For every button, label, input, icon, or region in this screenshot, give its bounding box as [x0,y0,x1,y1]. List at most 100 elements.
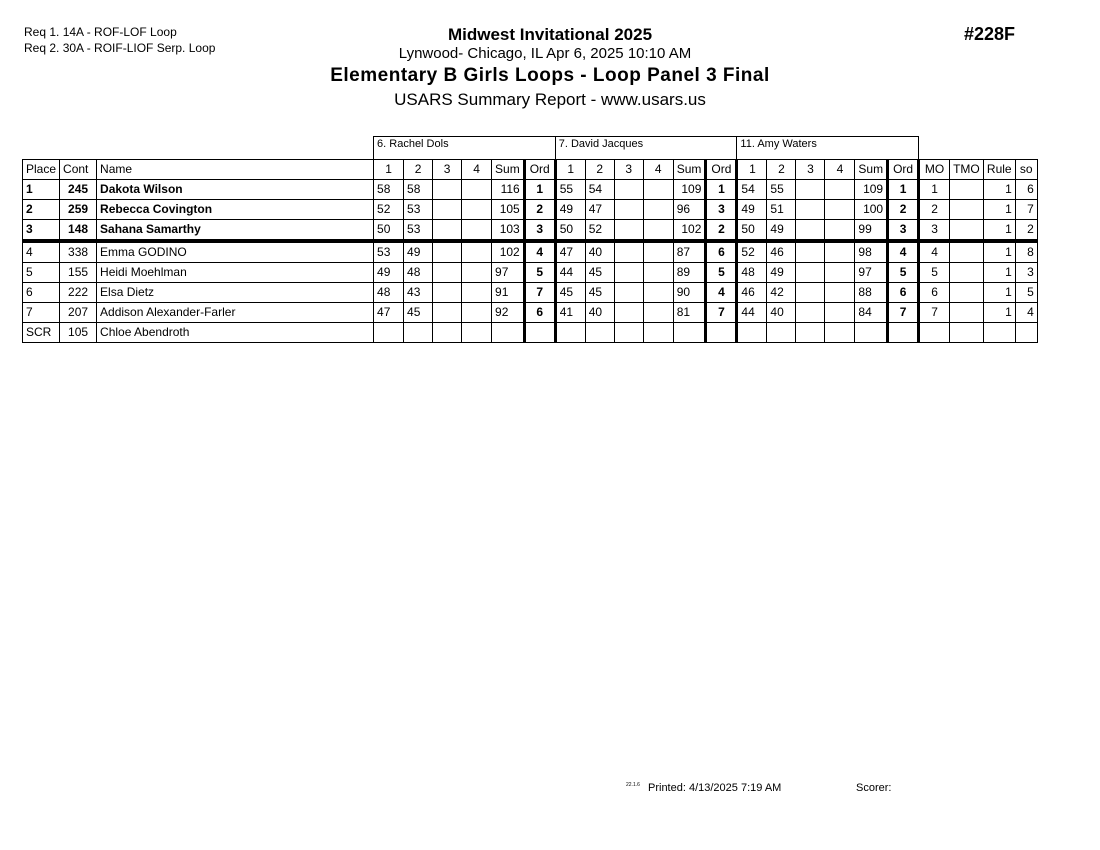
skater-name: Chloe Abendroth [96,322,375,343]
header-score-sum: Sum [854,159,889,180]
judge-score [795,322,826,343]
judge-score [584,322,615,343]
judge-ordinal: 6 [522,302,557,323]
judge-score [795,282,826,303]
judge-sum [491,322,525,343]
judge-score [824,219,856,243]
judge-score [795,302,826,323]
judge-score [613,282,644,303]
judge-score [613,322,644,343]
judge-sum: 91 [491,282,525,303]
judge-score [795,219,826,243]
judge-score: 42 [766,282,797,303]
header-score-3: 3 [613,159,644,180]
header-score-sum: Sum [672,159,707,180]
judge-score [824,179,856,200]
judge-score [554,322,586,343]
column-header-row: Place Cont Name 1 2 3 4 Sum Ord 1 2 3 4 Sum Ord 1 2 3 4 Sum… [21,159,1038,180]
header-score-1: 1 [373,159,405,180]
judge-sum: 102 [672,219,707,243]
event-number: #228F [964,24,1016,44]
judge-ordinal [704,322,739,343]
rule: 1 [982,282,1016,303]
judge-score [403,322,434,343]
total-majority-ordinal [949,179,984,200]
judge-score: 53 [403,219,434,243]
total-majority-ordinal [949,219,984,243]
judge-score: 47 [584,199,615,220]
contestant-number: 105 [59,322,98,343]
judge-sum: 90 [672,282,707,303]
judge-score [795,262,826,283]
place: 6 [21,282,61,303]
header-rule: Rule [982,159,1016,180]
place: 1 [21,179,61,200]
judge-sum: 102 [491,240,525,263]
total-majority-ordinal [949,262,984,283]
skater-name: Rebecca Covington [96,199,375,220]
judge-score: 45 [584,282,615,303]
judge-score [824,322,856,343]
judge-score [432,240,463,263]
judge-score [613,219,644,243]
judge-score: 49 [403,240,434,263]
majority-ordinal: 3 [918,219,951,243]
judge-sum: 88 [854,282,889,303]
judge-score [432,199,463,220]
judge-score: 49 [373,262,405,283]
judge-ordinal: 2 [886,199,921,220]
judge-score: 43 [403,282,434,303]
version-label: 22.1.6 [626,782,640,788]
judge-ordinal: 1 [522,179,557,200]
table-row: 5 155 Heidi Moehlman 49 48 97 5 44 45 89 5 48 49 97 5 5… [21,262,1038,283]
judge-sum [672,322,707,343]
judge-ordinal: 7 [886,302,921,323]
judge-ordinal: 6 [704,240,739,263]
results-table: 6. Rachel Dols 7. David Jacques 11. Amy Wa… [21,136,1038,343]
judge-ordinal: 7 [522,282,557,303]
table-row: 7 207 Addison Alexander-Farler 47 45 92 6 41 40 8… [21,302,1038,323]
judge-name: 6. Rachel Dols [373,136,556,160]
judge-score [432,282,463,303]
judge-score: 44 [554,262,586,283]
skater-name: Addison Alexander-Farler [96,302,375,323]
judge-score: 40 [766,302,797,323]
judge-score [736,322,768,343]
judge-score: 51 [766,199,797,220]
total-majority-ordinal [949,282,984,303]
header-score-ord: Ord [704,159,739,180]
judge-score: 52 [584,219,615,243]
event-name: Midwest Invitational 2025 [447,25,653,44]
place: 3 [21,219,61,243]
judge-score: 53 [403,199,434,220]
judge-name: 11. Amy Waters [736,136,920,160]
judge-score: 55 [554,179,586,200]
skating-order: 4 [1014,302,1038,323]
judge-score [461,262,493,283]
judge-ordinal: 1 [886,179,921,200]
judge-score [824,302,856,323]
judge-sum: 100 [854,199,889,220]
judge-score [824,199,856,220]
judge-score: 48 [736,262,768,283]
rule [982,322,1016,343]
majority-ordinal: 4 [918,240,951,263]
judge-sum: 89 [672,262,707,283]
judge-sum: 105 [491,199,525,220]
skater-name: Sahana Samarthy [96,219,375,243]
skating-order: 2 [1014,219,1038,243]
judge-sum: 103 [491,219,525,243]
judge-score [766,322,797,343]
place: 5 [21,262,61,283]
skater-name: Elsa Dietz [96,282,375,303]
header-cont: Cont [59,159,98,180]
judge-score [432,322,463,343]
skating-order: 7 [1014,199,1038,220]
judge-score [795,179,826,200]
judge-ordinal [886,322,921,343]
place: 2 [21,199,61,220]
judge-score [642,179,674,200]
judge-ordinal: 7 [704,302,739,323]
skating-order [1014,322,1038,343]
judge-score [613,179,644,200]
